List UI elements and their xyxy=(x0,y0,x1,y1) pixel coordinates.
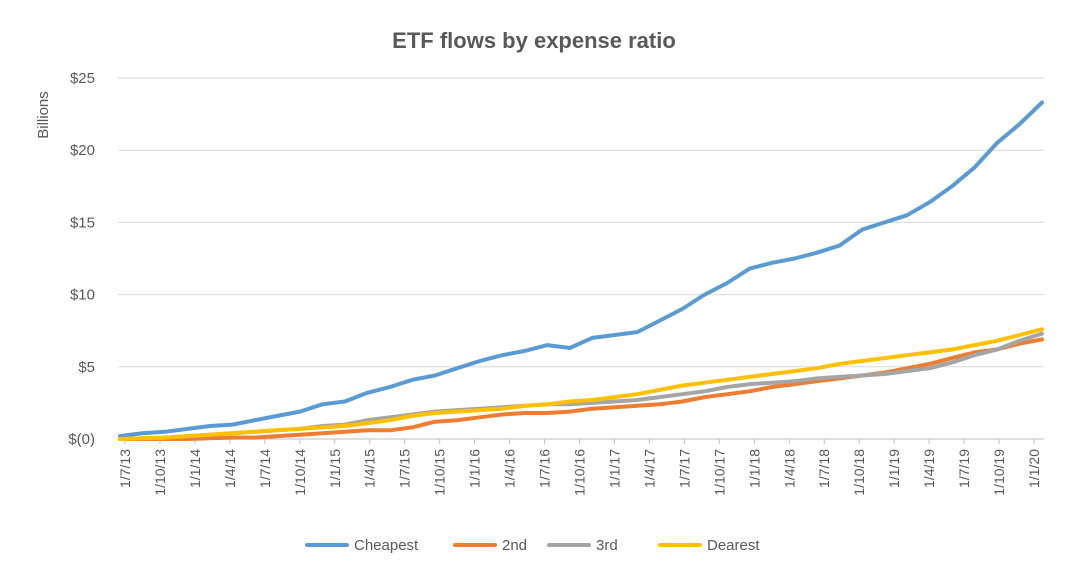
x-tick-label: 1/7/13 xyxy=(117,449,133,488)
x-tick-label: 1/4/18 xyxy=(781,449,797,488)
y-tick-label: $5 xyxy=(78,359,95,376)
x-tick-label: 1/10/14 xyxy=(292,449,308,496)
y-tick-label: $10 xyxy=(70,287,95,304)
x-tick-label: 1/10/18 xyxy=(851,449,867,496)
y-tick-label: $(0) xyxy=(68,431,95,448)
x-tick-label: 1/7/15 xyxy=(397,449,413,488)
y-tick-label: $15 xyxy=(70,214,95,231)
x-tick-label: 1/1/16 xyxy=(467,449,483,488)
x-tick-label: 1/1/19 xyxy=(886,449,902,488)
y-tick-label: $20 xyxy=(70,142,95,159)
x-tick-label: 1/7/19 xyxy=(956,449,972,488)
grid-lines xyxy=(118,77,1044,368)
series-line-cheapest xyxy=(118,100,1044,439)
x-tick-label: 1/1/18 xyxy=(746,449,762,488)
x-tick-label: 1/7/14 xyxy=(257,449,273,488)
x-tick-label: 1/4/15 xyxy=(362,449,378,488)
series-line-3rd xyxy=(118,331,1044,441)
x-tick-label: 1/10/15 xyxy=(432,449,448,496)
y-tick-label: $25 xyxy=(70,70,95,87)
x-tick-label: 1/1/20 xyxy=(1026,449,1042,488)
chart-title: ETF flows by expense ratio xyxy=(392,28,676,53)
legend-label-3rd: 3rd xyxy=(596,537,618,554)
legend-label-dearest: Dearest xyxy=(707,537,760,554)
legend-label-cheapest: Cheapest xyxy=(354,537,419,554)
x-tick-label: 1/10/17 xyxy=(711,449,727,496)
x-axis: 1/7/13 1/10/13 1/1/14 1/4/14 1/7/14 1/10/14 1/… xyxy=(117,438,1044,496)
series-line-dearest xyxy=(118,327,1044,441)
x-tick-label: 1/4/16 xyxy=(502,449,518,488)
x-tick-label: 1/4/17 xyxy=(641,449,657,488)
x-tick-label: 1/4/19 xyxy=(921,449,937,488)
x-tick-label: 1/1/17 xyxy=(606,449,622,488)
x-tick-label: 1/10/16 xyxy=(572,449,588,496)
x-tick-label: 1/7/16 xyxy=(537,449,553,488)
legend: Cheapest 2nd 3rd Dearest xyxy=(305,537,760,554)
x-tick-label: 1/7/17 xyxy=(676,449,692,488)
x-tick-label: 1/10/19 xyxy=(991,449,1007,496)
y-axis-ticks: $(0) $5 $10 $15 $20 $25 xyxy=(68,70,95,448)
x-tick-label: 1/10/13 xyxy=(152,449,168,496)
x-tick-label: 1/1/14 xyxy=(187,449,203,488)
series-lines xyxy=(118,100,1044,441)
legend-label-2nd: 2nd xyxy=(502,537,527,554)
x-tick-label: 1/7/18 xyxy=(816,449,832,488)
x-tick-label: 1/4/14 xyxy=(222,449,238,488)
y-axis-label: Billions xyxy=(35,91,52,139)
x-tick-label: 1/1/15 xyxy=(327,449,343,488)
